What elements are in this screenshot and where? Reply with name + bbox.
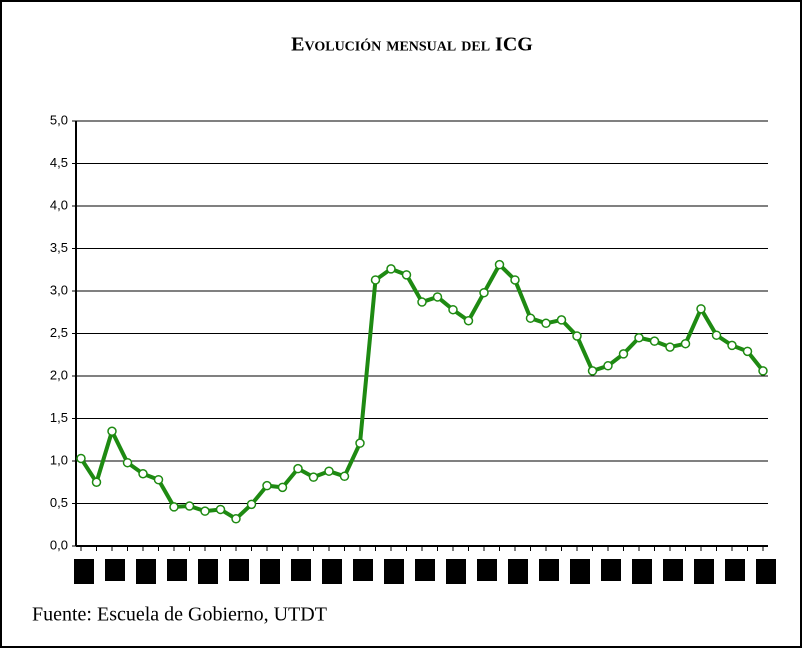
data-point [200,506,210,516]
y-tick-label: 2,5 [50,325,68,340]
redacted-label [725,559,745,581]
y-tick-label: 3,5 [50,240,68,255]
data-point [665,342,675,352]
data-point [76,453,86,464]
data-point [138,469,148,479]
y-tick-label: 1,0 [50,452,68,467]
data-point [494,259,505,270]
data-point [742,346,753,357]
data-point [262,480,272,491]
data-point [479,287,489,298]
redacted-label [260,559,280,584]
data-point [680,338,691,349]
data-point [122,457,133,468]
redacted-label [663,559,683,581]
redacted-label [74,559,94,584]
redacted-label [539,559,559,581]
data-point [91,477,102,487]
data-point [215,504,226,515]
redacted-label [632,559,652,584]
y-tick-label: 3,0 [50,282,68,297]
y-tick-label: 0,0 [50,537,68,552]
data-point [339,471,350,482]
data-point [355,438,365,448]
source-note: Fuente: Escuela de Gobierno, UTDT [32,604,327,626]
data-point [246,499,257,510]
data-point [696,304,706,314]
y-tick-label: 0,5 [50,495,68,510]
redacted-label [694,559,714,584]
data-point [463,316,474,326]
data-point [727,340,737,351]
data-point [417,297,427,307]
data-point [324,466,334,476]
data-point [386,264,396,274]
chart-title: Evolución mensual del ICG [291,34,533,56]
data-point [448,304,458,315]
data-point [510,275,520,285]
data-point [525,313,536,323]
y-tick-label: 4,5 [50,155,68,170]
data-point [370,275,381,285]
data-point [184,501,195,511]
redacted-label [136,559,156,584]
data-point [603,361,613,371]
data-point [587,366,598,376]
redacted-label [167,559,187,581]
redacted-label [105,559,125,581]
data-point [153,474,164,485]
data-point [758,366,768,376]
redacted-label [508,559,528,584]
data-point [618,349,629,359]
y-tick-label: 1,5 [50,410,68,425]
data-point [711,330,722,340]
redacted-label [322,559,342,584]
data-point [556,315,567,325]
data-point [231,514,241,524]
redacted-label [477,559,497,581]
data-point [401,270,412,280]
redacted-label [601,559,621,581]
y-tick-label: 5,0 [50,112,68,127]
data-point [293,463,303,474]
data-point [169,502,179,512]
redacted-label [229,559,249,581]
redacted-label [446,559,466,584]
data-point [432,292,443,302]
data-point [572,331,582,341]
redacted-label [570,559,590,584]
data-point [277,482,288,493]
redacted-label [353,559,373,581]
redacted-label [291,559,311,581]
redacted-label [756,559,776,584]
y-tick-label: 2,0 [50,367,68,382]
data-point [541,318,551,329]
data-point [634,333,644,343]
y-tick-label: 4,0 [50,197,68,212]
redacted-label [384,559,404,584]
data-point [649,336,660,346]
data-point [107,426,117,436]
redacted-label [415,559,435,581]
data-point [308,472,319,482]
redacted-label [198,559,218,584]
